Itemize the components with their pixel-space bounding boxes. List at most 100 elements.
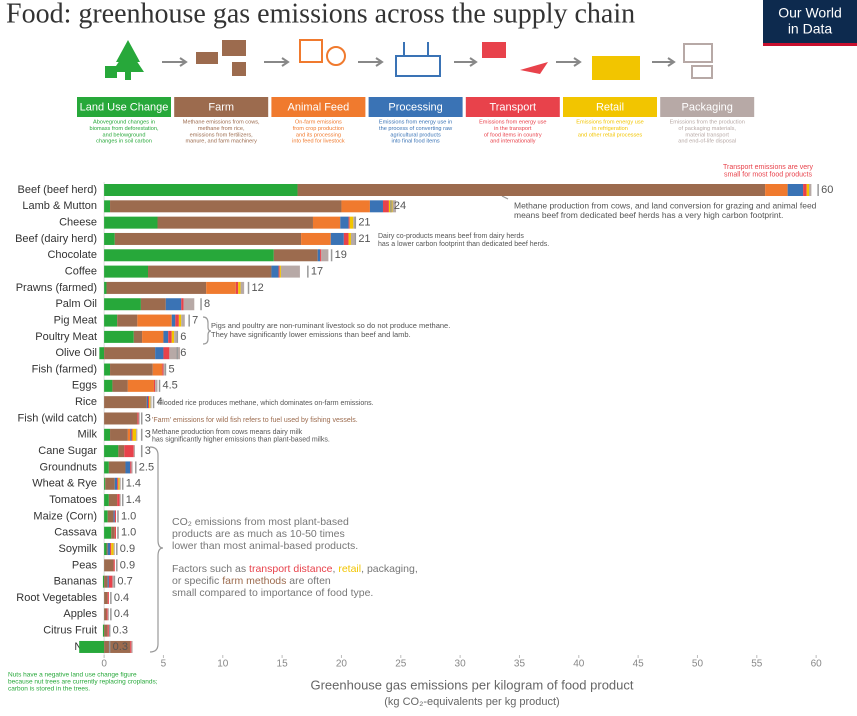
total-label: 1.4 xyxy=(126,494,141,506)
bar-segment xyxy=(127,428,131,441)
annotation-part: , xyxy=(333,563,339,575)
y-tick-label: Cane Sugar xyxy=(38,445,97,457)
total-label: 24 xyxy=(394,200,406,212)
bar-segment xyxy=(104,543,107,556)
total-label: 17 xyxy=(311,266,323,278)
bar-segment xyxy=(117,477,119,490)
bar-segment xyxy=(131,428,133,441)
bar-segment xyxy=(273,249,318,262)
y-tick-label: Cheese xyxy=(59,217,97,229)
bar-segment xyxy=(117,314,138,327)
bar-segment xyxy=(142,330,164,343)
annotation: Methane production from cows means dairy… xyxy=(152,429,303,436)
y-tick-label: Fish (wild catch) xyxy=(18,412,97,424)
x-tick-label: 25 xyxy=(395,659,407,670)
bar-segment xyxy=(110,200,342,213)
total-label: 8 xyxy=(204,298,210,310)
bar-segment xyxy=(148,396,150,409)
annotation-part: small compared to importance of food typ… xyxy=(172,587,373,599)
bar-segment xyxy=(104,200,111,213)
total-label: 21 xyxy=(358,233,370,245)
stage-description: material transport xyxy=(685,132,729,138)
total-label: 0.4 xyxy=(114,608,129,620)
x-axis-subtitle: (kg CO₂-equivalents per kg product) xyxy=(384,696,559,708)
bar-segment xyxy=(171,330,175,343)
bar-segment xyxy=(114,477,118,490)
icon-arrow xyxy=(162,57,676,67)
total-label: 0.9 xyxy=(120,559,135,571)
x-tick-label: 40 xyxy=(573,659,585,670)
bar-segment xyxy=(107,592,109,604)
total-label: 0.3 xyxy=(113,641,128,653)
bar-segment xyxy=(321,249,329,262)
bar-segment xyxy=(279,265,281,278)
bracket xyxy=(149,446,164,653)
total-label: 0.9 xyxy=(120,543,135,555)
bar-segment xyxy=(104,461,109,474)
bar-segment xyxy=(79,640,105,653)
annotation-arrow xyxy=(501,195,509,200)
x-tick-label: 15 xyxy=(277,659,289,670)
y-tick-label: Cassava xyxy=(54,527,98,539)
bar-segment xyxy=(104,494,109,507)
y-tick-label: Tomatoes xyxy=(49,494,97,506)
y-tick-label: Chocolate xyxy=(47,249,97,261)
bar-segment xyxy=(104,575,108,588)
bar-segment xyxy=(108,575,113,588)
bar-segment xyxy=(104,249,274,262)
bar-segment xyxy=(174,330,177,343)
bar-segment xyxy=(181,314,185,327)
bar-segment xyxy=(133,445,135,458)
total-label: 6 xyxy=(180,347,186,359)
annotation: carbon is stored in the trees. xyxy=(8,686,90,693)
bar-segment xyxy=(106,543,108,556)
icon-sack xyxy=(232,62,246,76)
logo-box xyxy=(763,0,857,46)
x-tick-label: 5 xyxy=(161,659,167,670)
total-label: 1.0 xyxy=(121,510,136,522)
bar-segment xyxy=(112,379,128,392)
y-tick-label: Poultry Meat xyxy=(35,331,97,343)
icon-factory xyxy=(395,42,441,77)
bar-segment xyxy=(787,184,804,196)
bar-segment xyxy=(155,379,158,392)
stage-description: Aboveground changes in xyxy=(93,119,155,125)
stage-description: from crop production xyxy=(293,126,344,132)
bar-segment xyxy=(127,379,154,392)
total-label: 1.0 xyxy=(121,527,136,539)
icon-shop xyxy=(592,56,640,80)
bar-segment xyxy=(104,526,112,539)
y-tick-label: Beef (dairy herd) xyxy=(15,233,97,245)
bar-segment xyxy=(806,184,810,196)
y-tick-label: Olive Oil xyxy=(55,347,97,359)
total-label: 60 xyxy=(821,184,833,196)
stage-description: and end-of-life disposal xyxy=(678,139,736,145)
total-label: 3 xyxy=(145,429,151,441)
bar-segment xyxy=(131,640,133,653)
stage-description: and belowground xyxy=(103,132,146,138)
icon-feed xyxy=(299,39,323,63)
stage-box xyxy=(563,97,657,117)
bar-segment xyxy=(278,265,280,278)
total-label: 3 xyxy=(145,412,151,424)
x-axis-title: Greenhouse gas emissions per kilogram of… xyxy=(310,677,633,692)
total-label: 19 xyxy=(335,249,347,261)
bar-segment xyxy=(114,526,116,539)
stage-description: biomass from deforestation, xyxy=(89,126,158,132)
bar-segment xyxy=(131,461,133,474)
bar-segment xyxy=(320,249,322,262)
bar-segment xyxy=(104,379,113,392)
y-tick-label: Milk xyxy=(77,429,97,441)
stage-description: methane from rice, xyxy=(198,126,245,132)
bar-segment xyxy=(240,281,245,294)
bar-segment xyxy=(117,494,120,507)
bar-segment xyxy=(107,575,109,588)
bar-segment xyxy=(341,200,370,213)
bar-segment xyxy=(102,624,105,637)
icon-tractor xyxy=(222,40,246,56)
legend-label: Transport xyxy=(489,101,536,113)
annotation: has significantly higher emissions than … xyxy=(152,436,330,443)
y-tick-label: Eggs xyxy=(72,380,98,392)
total-label: 0.7 xyxy=(117,576,132,588)
